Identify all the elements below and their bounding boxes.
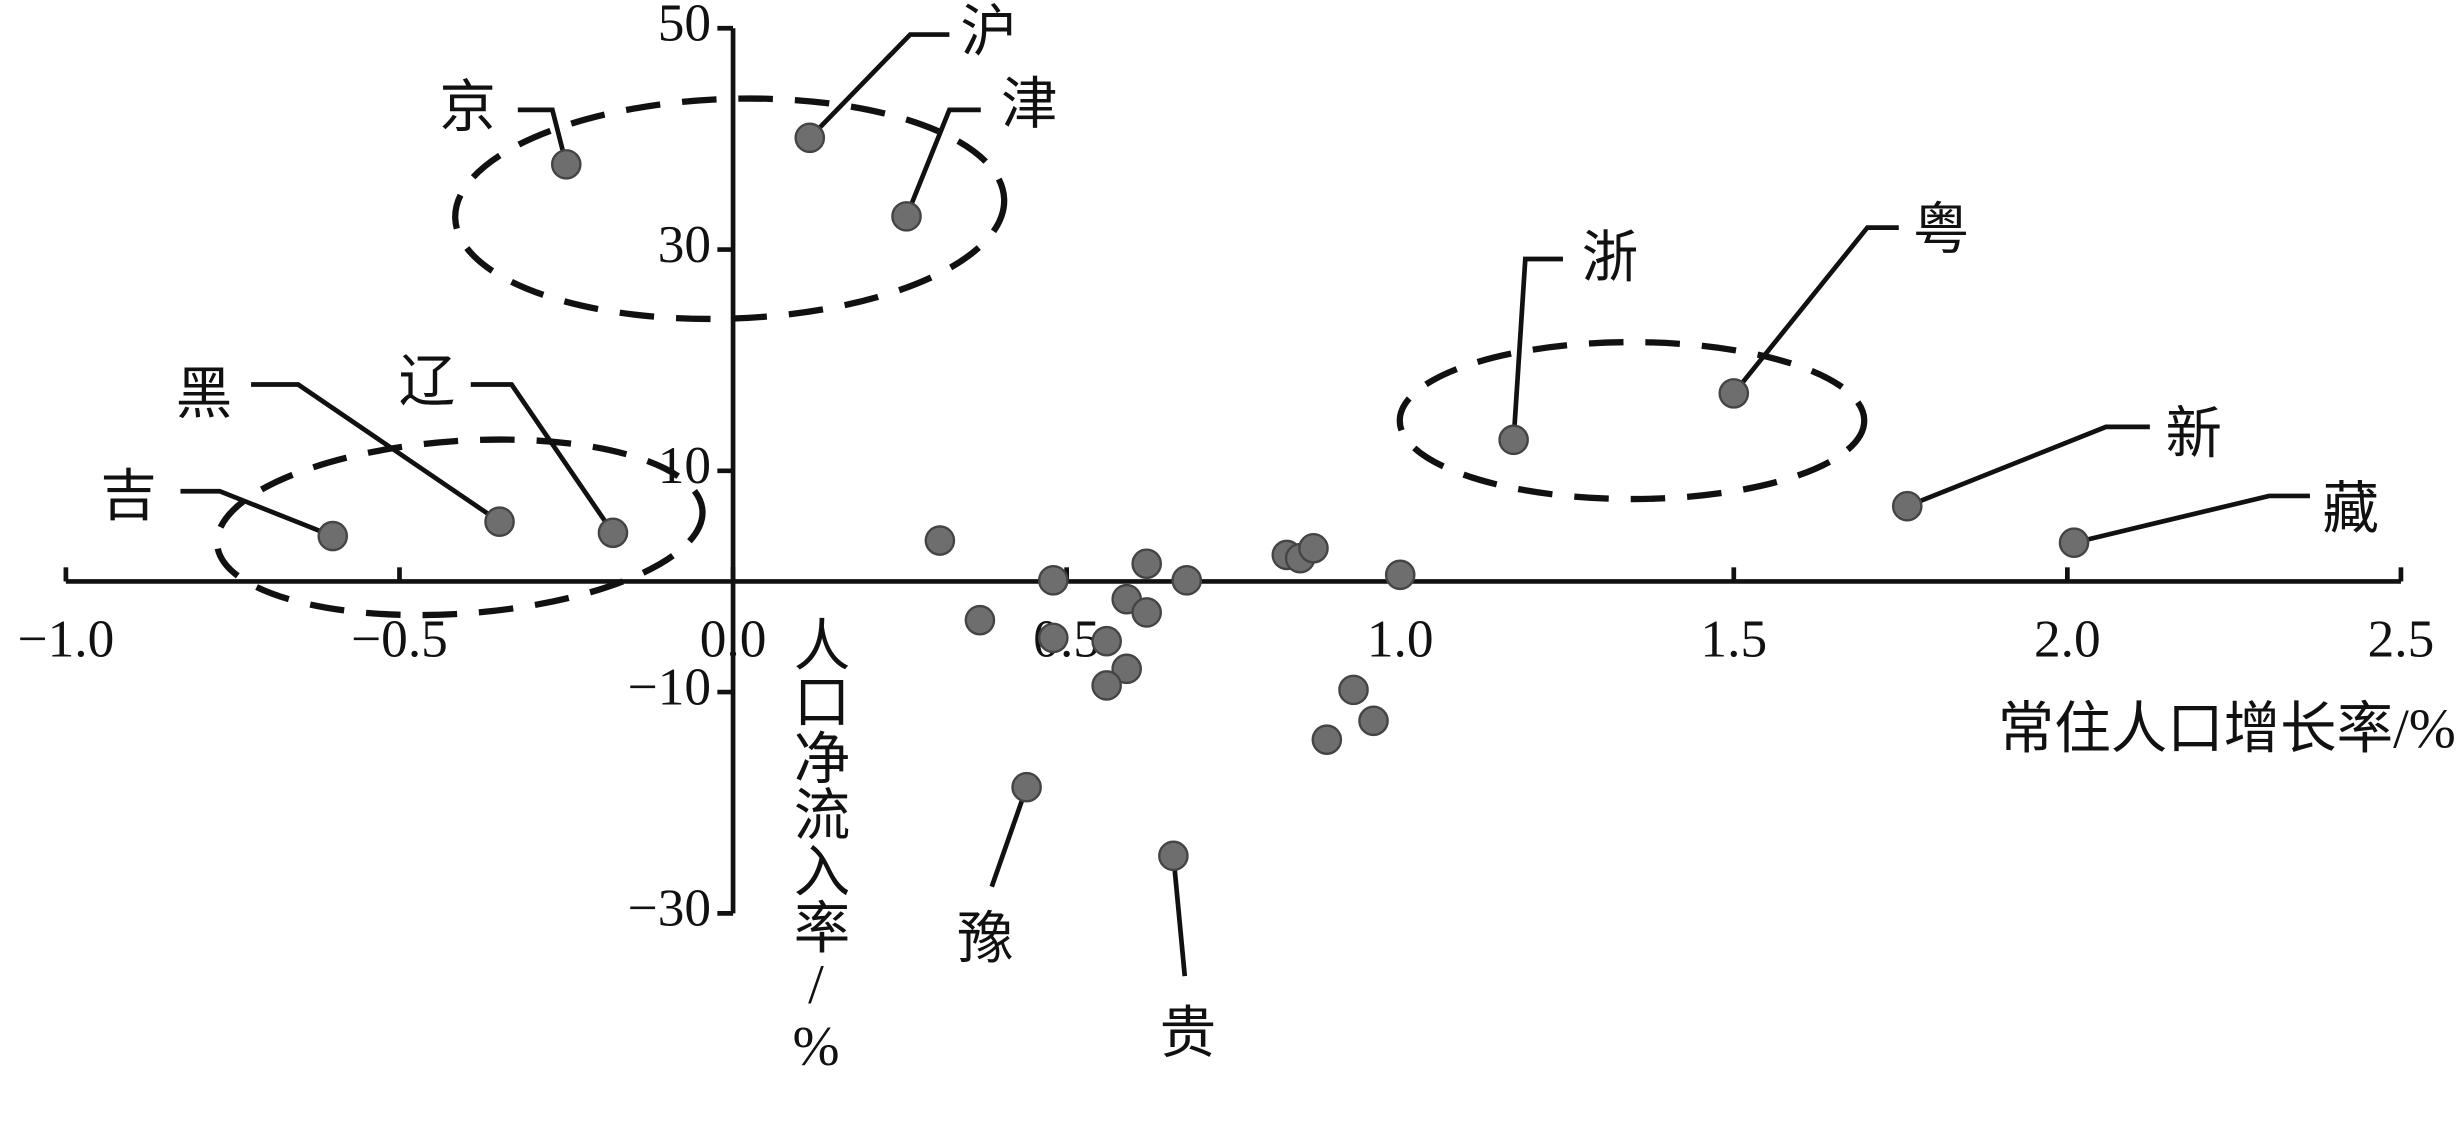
leader-line bbox=[251, 382, 501, 524]
leader-line bbox=[180, 488, 334, 539]
leader-line bbox=[2073, 493, 2310, 546]
group-ellipse bbox=[452, 95, 1008, 323]
y-axis-title: 人口净流入率/% bbox=[785, 615, 848, 1078]
point-label: 藏 bbox=[2322, 479, 2379, 541]
leader-line bbox=[1731, 225, 1899, 395]
x-tick-label: 1.0 bbox=[1367, 608, 1434, 668]
y-tick-label: −10 bbox=[628, 656, 711, 716]
point bbox=[1311, 724, 1343, 755]
group-ellipse bbox=[213, 436, 706, 619]
point-label: 新 bbox=[2166, 403, 2223, 465]
groups bbox=[213, 95, 1868, 619]
point-label: 浙 bbox=[1582, 228, 1639, 290]
point-label: 吉 bbox=[100, 466, 157, 528]
x-tick-label: 1.5 bbox=[1700, 608, 1767, 668]
leader-line bbox=[1906, 424, 2150, 509]
y-tick-label: 30 bbox=[658, 214, 711, 274]
point bbox=[597, 517, 629, 549]
point bbox=[1498, 424, 1529, 456]
point bbox=[1131, 597, 1162, 628]
point-label: 沪 bbox=[960, 2, 1017, 64]
point bbox=[484, 506, 515, 538]
y-tick-label: 10 bbox=[658, 435, 711, 495]
leader-line bbox=[470, 382, 615, 535]
point bbox=[317, 520, 349, 552]
point-label: 辽 bbox=[399, 352, 455, 414]
point bbox=[1298, 532, 1329, 564]
point-label: 津 bbox=[1001, 74, 1058, 136]
point bbox=[1338, 674, 1369, 706]
point bbox=[1131, 548, 1162, 580]
leader-line bbox=[1511, 256, 1563, 440]
point bbox=[1171, 565, 1203, 596]
point bbox=[1384, 559, 1416, 591]
point-label: 粤 bbox=[1913, 199, 1970, 261]
point bbox=[1891, 490, 1923, 522]
point bbox=[1037, 565, 1069, 596]
x-tick-label: 0.0 bbox=[700, 608, 767, 668]
point bbox=[2058, 527, 2090, 559]
point bbox=[891, 201, 922, 232]
point bbox=[964, 604, 996, 636]
point-label: 贵 bbox=[1160, 1003, 1217, 1065]
leader-line bbox=[1171, 855, 1188, 977]
leader-line bbox=[517, 107, 569, 165]
point bbox=[1011, 771, 1042, 803]
point bbox=[794, 122, 826, 154]
point bbox=[1718, 378, 1750, 409]
x-axis-title: 常住人口增长率/% bbox=[1998, 698, 2456, 760]
leader-line bbox=[904, 107, 981, 218]
point bbox=[1037, 622, 1069, 654]
leader-line bbox=[808, 32, 950, 140]
point bbox=[1358, 705, 1389, 737]
point bbox=[550, 149, 582, 180]
y-tick-label: 50 bbox=[658, 0, 711, 53]
point-label: 豫 bbox=[957, 909, 1014, 971]
point-label: 黑 bbox=[176, 364, 233, 426]
x-tick-label: −1.0 bbox=[18, 608, 115, 668]
x-tick-label: −0.5 bbox=[351, 608, 448, 668]
leader-line bbox=[989, 786, 1029, 888]
point bbox=[1091, 625, 1122, 657]
point bbox=[1111, 653, 1142, 685]
x-tick-label: 2.0 bbox=[2034, 608, 2101, 668]
point-label: 京 bbox=[439, 77, 496, 139]
point bbox=[1158, 840, 1189, 872]
group-ellipse bbox=[1396, 339, 1868, 503]
point bbox=[1091, 670, 1122, 701]
point bbox=[924, 525, 956, 556]
y-tick-label: −30 bbox=[628, 878, 711, 938]
x-tick-label: 2.5 bbox=[2368, 608, 2435, 668]
